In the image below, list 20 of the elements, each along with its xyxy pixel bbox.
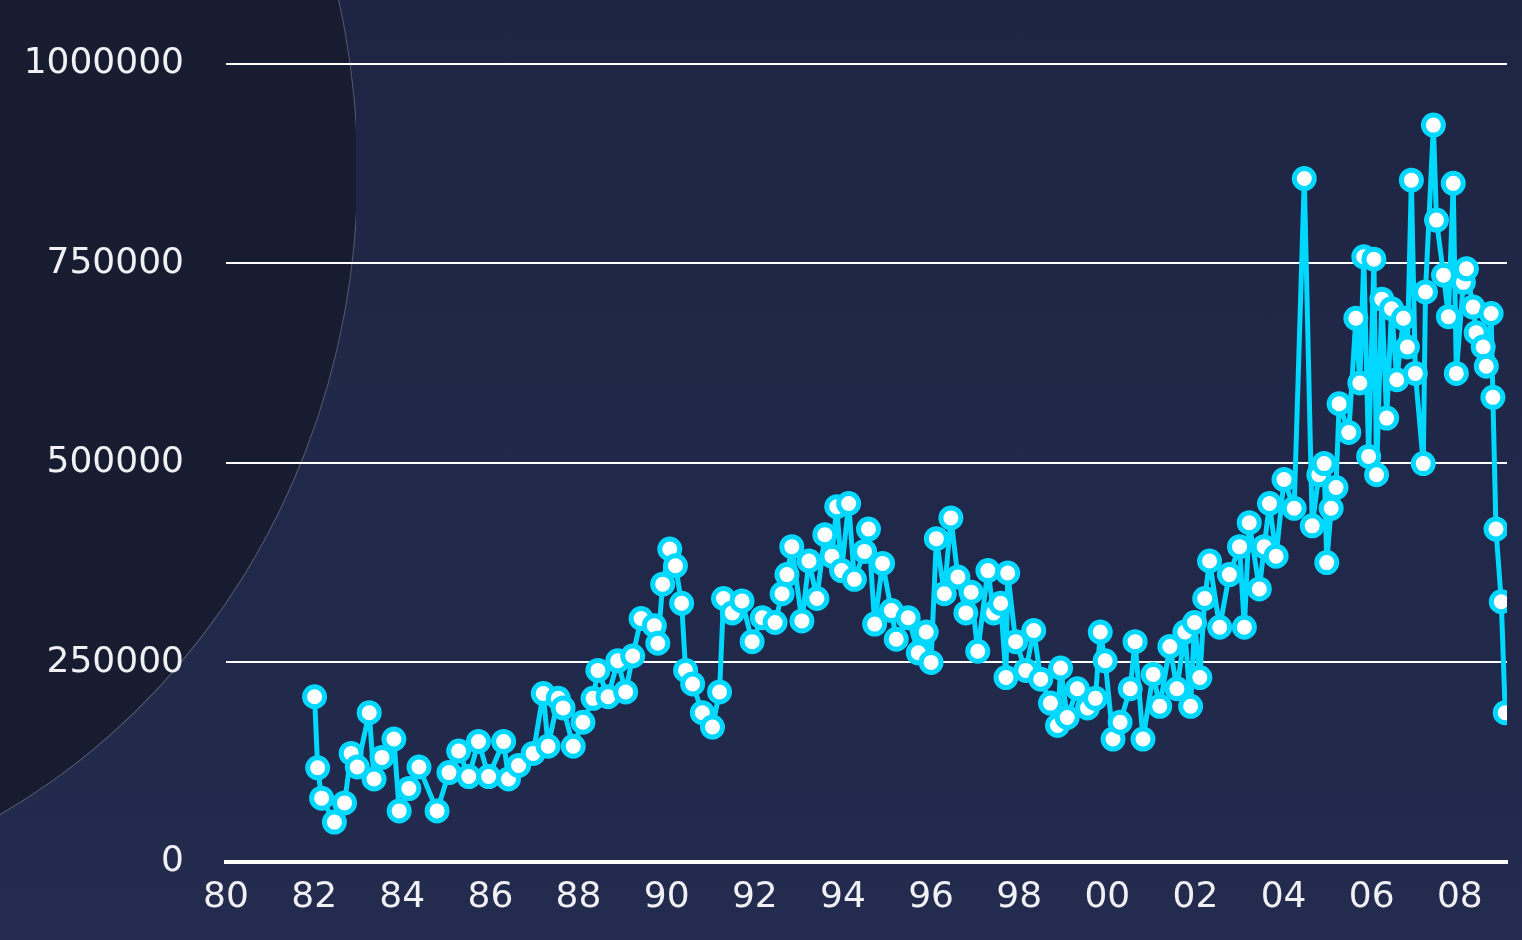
- x-tick-label: 04: [1260, 873, 1307, 915]
- x-tick-label: 84: [379, 873, 426, 915]
- x-tick-label: 94: [820, 873, 866, 915]
- x-tick-label: 86: [467, 873, 514, 915]
- y-tick-label: 0: [161, 838, 184, 880]
- x-tick-label: 92: [731, 873, 778, 915]
- x-tick-label: 82: [291, 873, 338, 915]
- x-tick-label: 80: [203, 873, 249, 915]
- y-tick-label: 1000000: [23, 39, 184, 81]
- x-tick-label: 96: [908, 873, 954, 915]
- y-tick-label: 250000: [46, 638, 184, 680]
- x-tick-label: 02: [1172, 873, 1219, 915]
- x-tick-label: 98: [996, 873, 1043, 915]
- y-tick-label: 750000: [46, 239, 184, 281]
- x-tick-label: 06: [1348, 873, 1395, 915]
- x-tick-label: 08: [1436, 873, 1483, 915]
- y-tick-label: 500000: [46, 439, 184, 481]
- x-tick-label: 90: [643, 873, 690, 915]
- x-tick-label: 00: [1084, 873, 1131, 915]
- x-tick-label: 88: [555, 873, 602, 915]
